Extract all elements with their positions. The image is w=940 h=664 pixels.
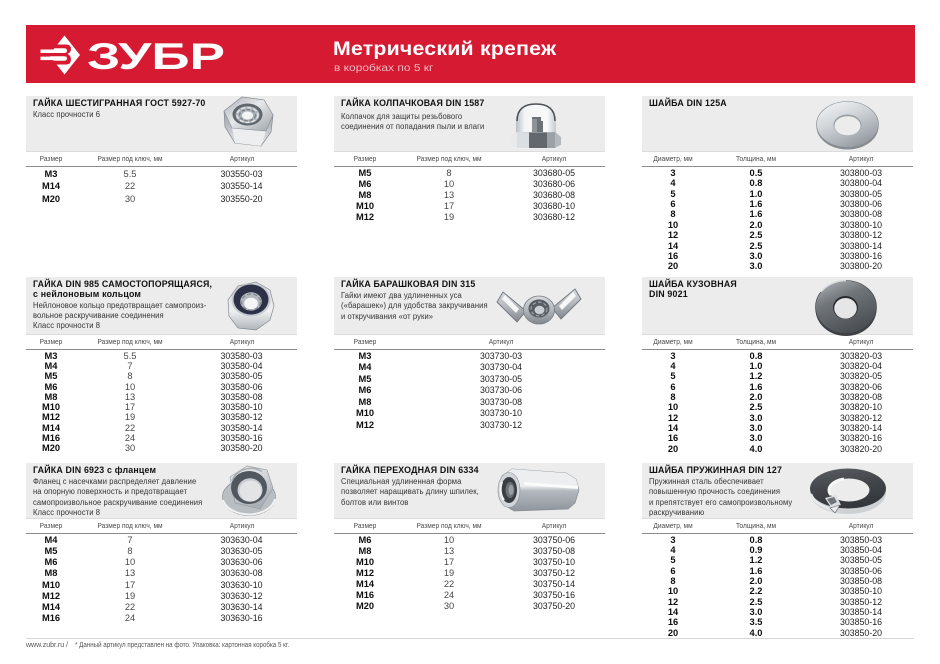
svg-text:ЗУБР: ЗУБР [87, 35, 225, 77]
